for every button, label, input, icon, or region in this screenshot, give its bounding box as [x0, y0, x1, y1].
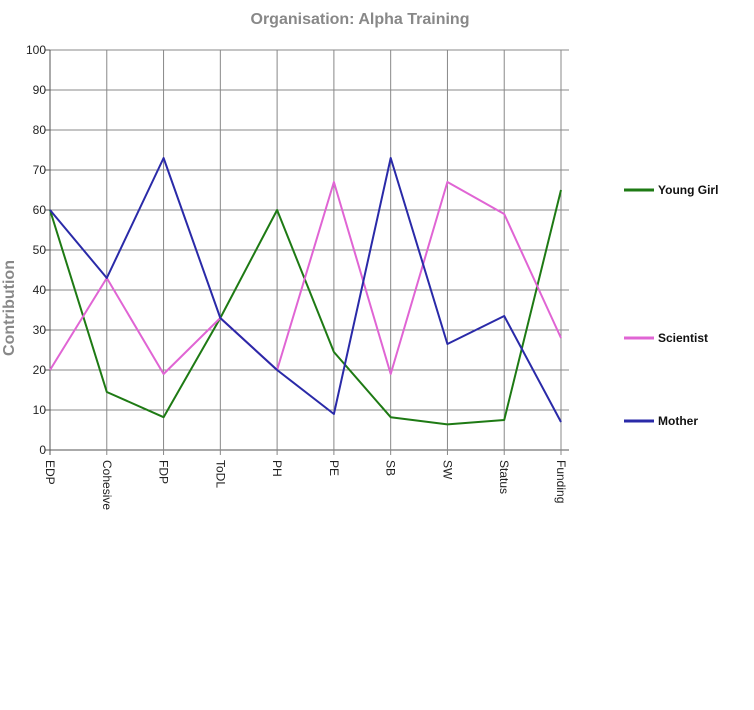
y-tick-label: 30 — [33, 323, 47, 337]
series-line-mother — [49, 157, 562, 423]
y-tick-label: 60 — [33, 203, 47, 217]
x-tick-label: SB — [384, 460, 398, 476]
legend-label: Mother — [658, 414, 698, 428]
x-tick-label: SW — [440, 460, 454, 480]
x-tick-label: Funding — [554, 460, 568, 503]
y-tick-label: 50 — [33, 243, 47, 257]
y-tick-label: 70 — [33, 163, 47, 177]
x-tick-label: Cohesive — [100, 460, 114, 510]
y-tick-label: 90 — [33, 83, 47, 97]
x-tick-label: Status — [497, 460, 511, 494]
x-tick-label: PH — [270, 460, 284, 477]
y-tick-label: 20 — [33, 363, 47, 377]
series-line-scientist — [49, 181, 562, 375]
y-tick-labels: 0 10 20 30 40 50 60 70 80 90 100 — [26, 43, 46, 457]
legend-label: Scientist — [658, 331, 708, 345]
series-line-young-girl — [49, 189, 562, 426]
y-tick-label: 100 — [26, 43, 46, 57]
x-tick-label: FDP — [157, 460, 171, 484]
legend-label: Young Girl — [658, 183, 718, 197]
y-tick-label: 80 — [33, 123, 47, 137]
y-tick-label: 10 — [33, 403, 47, 417]
x-tick-labels: EDP Cohesive FDP ToDL PH PE SB SW Status Funding — [43, 460, 568, 510]
chart-title: Organisation: Alpha Training — [251, 11, 470, 28]
x-tick-label: EDP — [43, 460, 57, 485]
y-tick-label: 0 — [39, 443, 46, 457]
y-axis-label: Contribution — [1, 260, 18, 356]
y-tick-label: 40 — [33, 283, 47, 297]
x-tick-label: PE — [327, 460, 341, 476]
series-lines — [49, 157, 562, 426]
legend: Young Girl Scientist Mother — [624, 183, 718, 428]
grid — [45, 49, 569, 455]
x-tick-label: ToDL — [213, 460, 227, 488]
